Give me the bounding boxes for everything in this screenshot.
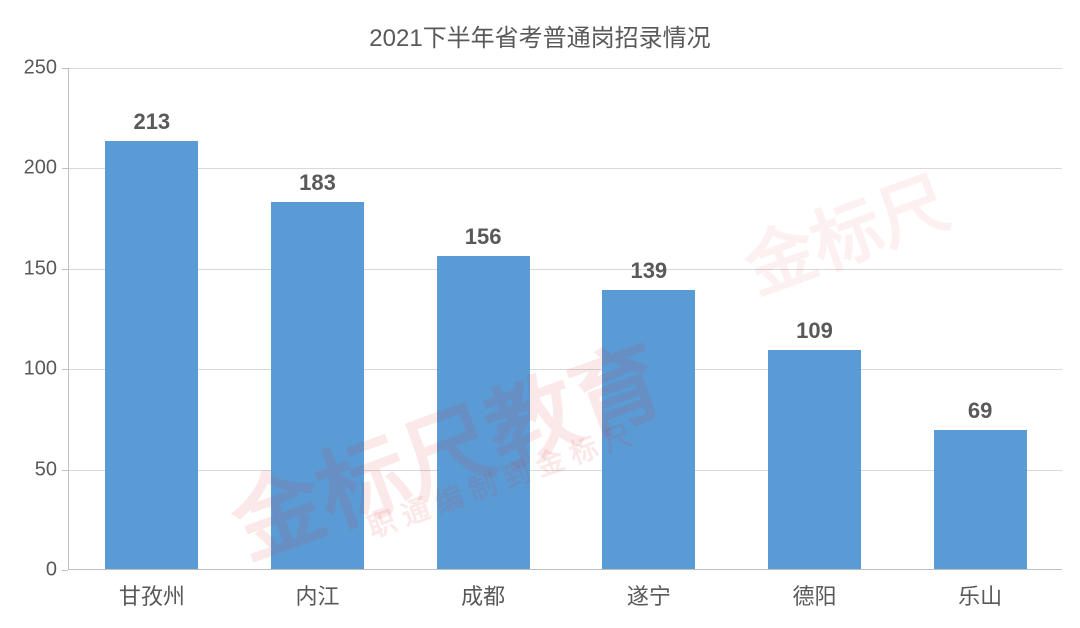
bar-chart: 2021下半年省考普通岗招录情况 050100150200250213甘孜州18… — [0, 0, 1080, 628]
gridline — [69, 369, 1062, 370]
y-axis-label: 250 — [24, 57, 69, 80]
x-axis-label: 乐山 — [958, 569, 1002, 611]
y-axis-label: 50 — [35, 458, 69, 481]
x-axis-label: 德阳 — [792, 569, 836, 611]
y-axis-label: 150 — [24, 257, 69, 280]
x-axis-label: 成都 — [461, 569, 505, 611]
x-axis-label: 内江 — [295, 569, 339, 611]
bar-value-label: 213 — [133, 109, 170, 141]
bar-value-label: 109 — [796, 318, 833, 350]
bar-value-label: 69 — [968, 398, 992, 430]
bar-value-label: 183 — [299, 170, 336, 202]
y-axis-label: 0 — [46, 559, 69, 582]
bar: 109 — [768, 350, 861, 569]
gridline — [69, 470, 1062, 471]
plot-area: 050100150200250213甘孜州183内江156成都139遂宁109德… — [68, 68, 1062, 570]
chart-title: 2021下半年省考普通岗招录情况 — [0, 18, 1080, 53]
bar: 213 — [105, 141, 198, 569]
bar: 156 — [437, 256, 530, 569]
bar: 69 — [934, 430, 1027, 569]
bar-value-label: 139 — [630, 258, 667, 290]
y-axis-label: 200 — [24, 157, 69, 180]
gridline — [69, 269, 1062, 270]
bar: 139 — [602, 290, 695, 569]
y-axis-label: 100 — [24, 358, 69, 381]
x-axis-label: 遂宁 — [627, 569, 671, 611]
gridline — [69, 168, 1062, 169]
bar-value-label: 156 — [465, 224, 502, 256]
gridline — [69, 68, 1062, 69]
x-axis-label: 甘孜州 — [119, 569, 185, 611]
bar: 183 — [271, 202, 364, 569]
